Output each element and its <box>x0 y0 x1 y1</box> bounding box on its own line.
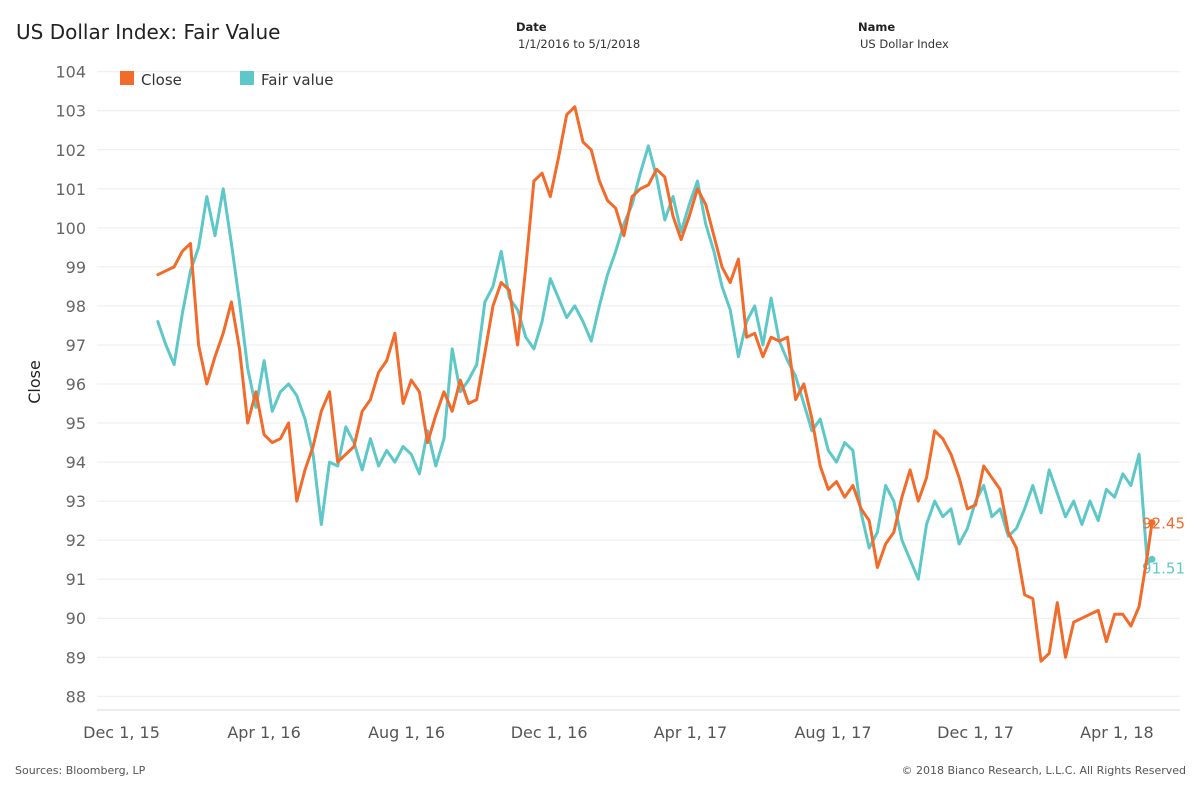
y-tick-label: 94 <box>66 453 86 472</box>
end-label-close: 92.45 <box>1142 515 1185 533</box>
x-tick-label: Dec 1, 17 <box>937 723 1014 742</box>
series-endpoint-close <box>1148 519 1156 527</box>
y-tick-label: 103 <box>55 102 86 121</box>
legend-label-fair-value: Fair value <box>261 71 334 89</box>
y-tick-label: 95 <box>66 414 86 433</box>
y-tick-label: 102 <box>55 141 86 160</box>
y-tick-label: 91 <box>66 570 86 589</box>
chart-title: US Dollar Index: Fair Value <box>16 20 280 44</box>
series-line-close <box>156 105 1154 663</box>
x-axis-ticks: Dec 1, 15 Apr 1, 16 Aug 1, 16 Dec 1, 16 Apr … <box>83 723 1154 742</box>
date-filter-label: Date <box>516 20 547 34</box>
x-tick-label: Aug 1, 16 <box>368 723 445 742</box>
legend-swatch-close <box>120 71 134 85</box>
x-tick-label: Dec 1, 16 <box>511 723 588 742</box>
copyright-note: © 2018 Bianco Research, L.L.C. All Right… <box>901 764 1186 777</box>
x-tick-label: Apr 1, 18 <box>1080 723 1153 742</box>
y-tick-label: 101 <box>55 180 86 199</box>
x-tick-label: Apr 1, 16 <box>227 723 300 742</box>
end-label-fair-value: 91.51 <box>1142 559 1185 577</box>
y-tick-label: 90 <box>66 609 86 628</box>
y-axis-label: Close <box>25 360 44 404</box>
x-tick-label: Aug 1, 17 <box>794 723 871 742</box>
date-filter-value[interactable]: 1/1/2016 to 5/1/2018 <box>518 37 641 51</box>
title-main: US Dollar Index: <box>16 20 178 44</box>
y-tick-label: 89 <box>66 648 86 667</box>
y-tick-label: 88 <box>66 687 86 706</box>
y-tick-label: 104 <box>55 63 86 82</box>
name-filter-label: Name <box>858 20 896 34</box>
y-tick-label: 100 <box>55 219 86 238</box>
y-tick-label: 97 <box>66 336 86 355</box>
legend: Close Fair value <box>120 71 334 89</box>
y-tick-label: 93 <box>66 492 86 511</box>
name-filter-value[interactable]: US Dollar Index <box>860 37 949 51</box>
x-tick-label: Dec 1, 15 <box>83 723 160 742</box>
title-sub: Fair Value <box>183 20 281 44</box>
series-line-fair-value <box>156 144 1154 581</box>
series-endpoint-fair-value <box>1148 555 1156 563</box>
y-tick-label: 99 <box>66 258 86 277</box>
y-tick-label: 98 <box>66 297 86 316</box>
y-axis-ticks: 88 89 90 91 92 93 94 95 96 97 98 99 100 101 102 103 104 <box>55 63 86 707</box>
sources-note: Sources: Bloomberg, LP <box>15 764 146 777</box>
series-lines: 91.51 92.45 <box>156 105 1185 663</box>
legend-swatch-fair-value <box>240 71 254 85</box>
y-tick-label: 92 <box>66 531 86 550</box>
y-tick-label: 96 <box>66 375 86 394</box>
legend-label-close: Close <box>141 71 182 89</box>
x-tick-label: Apr 1, 17 <box>654 723 727 742</box>
